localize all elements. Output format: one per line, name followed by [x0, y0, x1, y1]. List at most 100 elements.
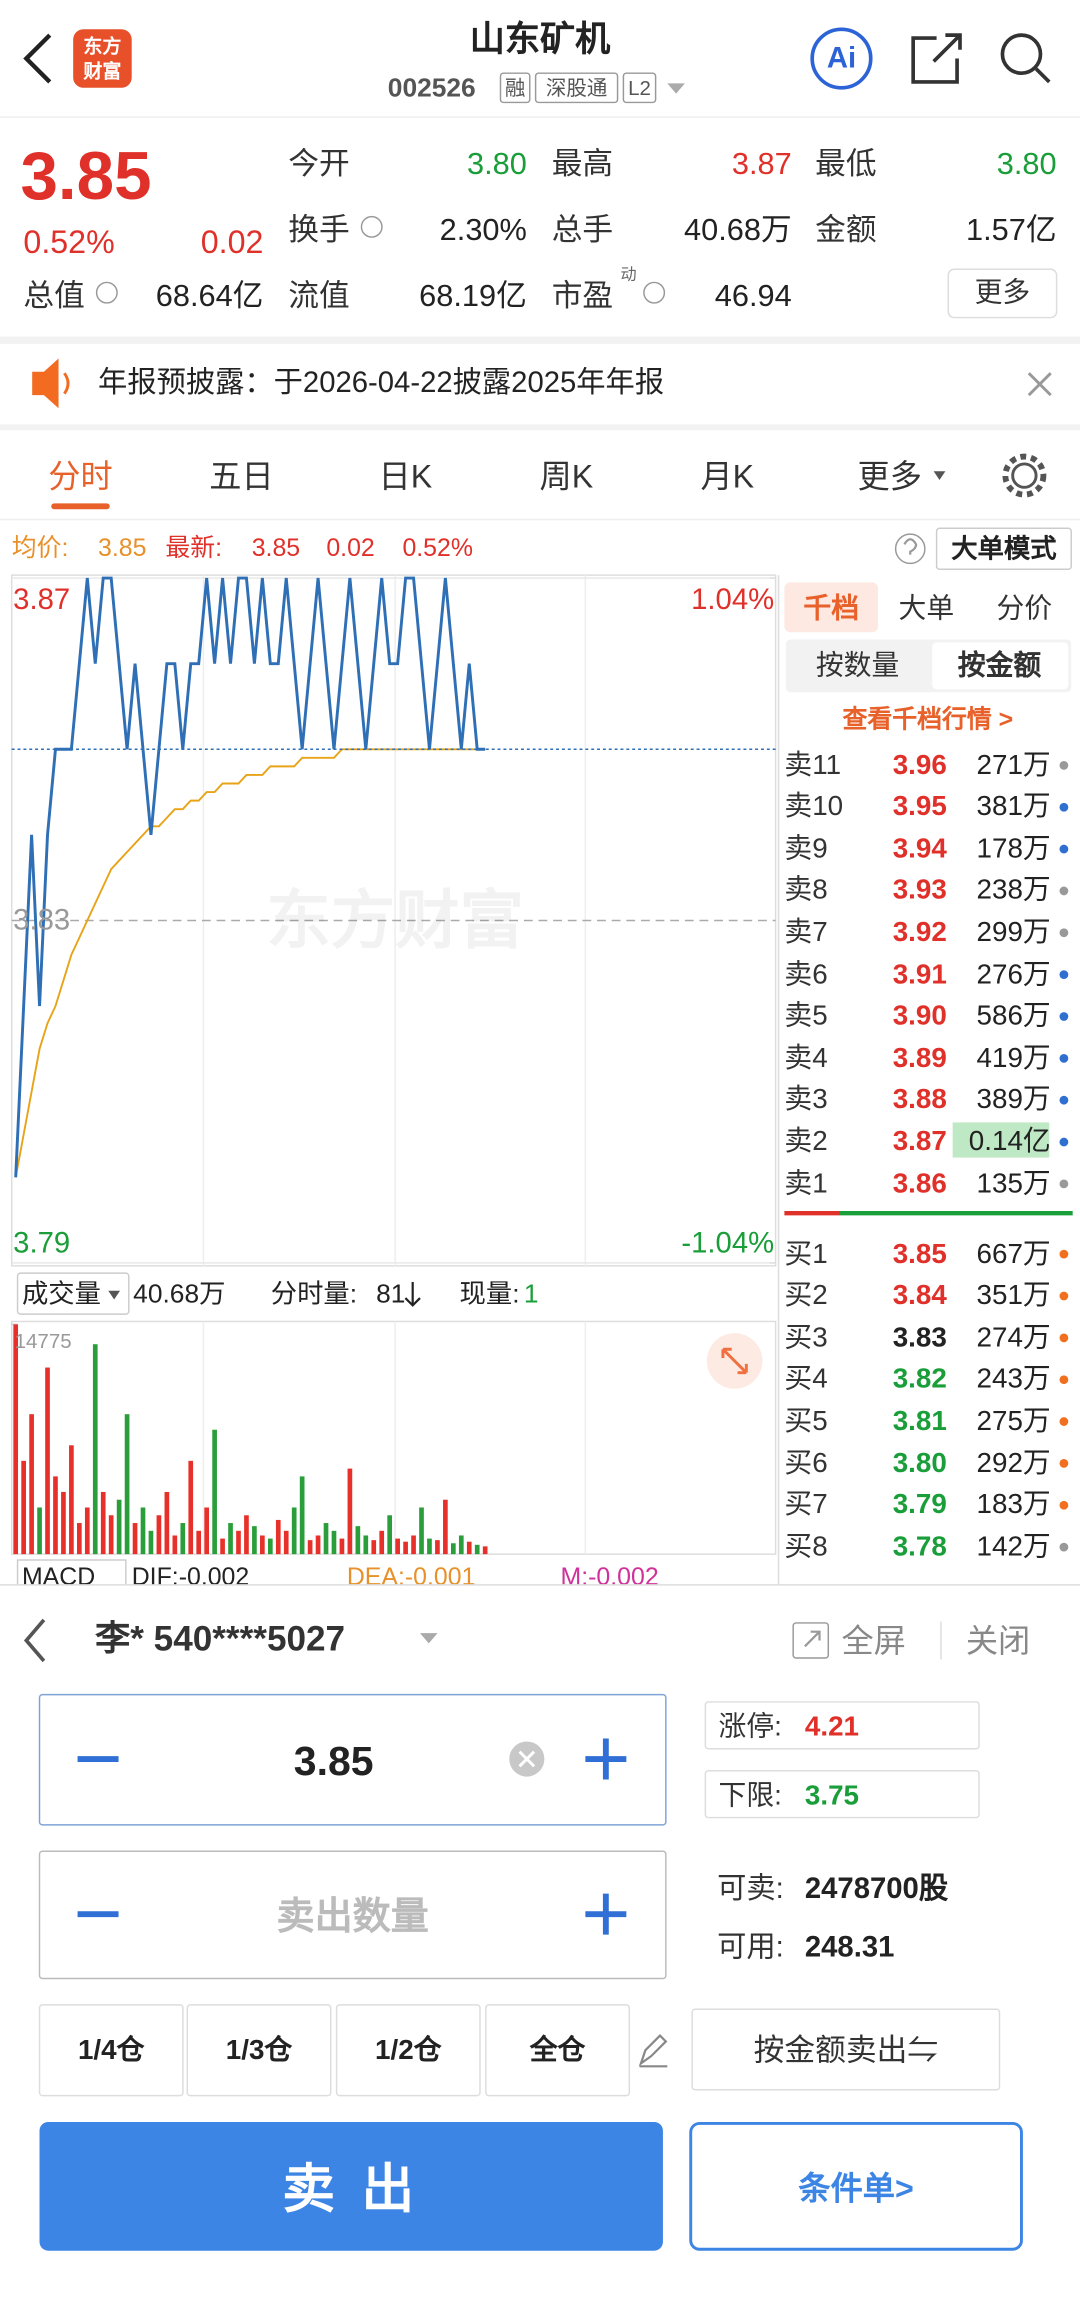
- average-line: [14, 748, 486, 1178]
- position-button[interactable]: 全仓: [529, 2034, 586, 2066]
- book-label: 买1: [784, 1238, 828, 1270]
- field-label: 今开: [288, 147, 350, 181]
- position-button-box[interactable]: [485, 2004, 630, 2097]
- volume-bar: [379, 1530, 385, 1555]
- plus-button[interactable]: [585, 1738, 627, 1780]
- chart-tab[interactable]: 分时: [48, 457, 113, 494]
- y2-tick-label: 1.04%: [691, 583, 775, 617]
- grid-vertical: [202, 1321, 587, 1555]
- info-icon[interactable]: [643, 281, 666, 304]
- help-icon[interactable]: [894, 533, 926, 565]
- share-icon[interactable]: [911, 33, 962, 84]
- volume-selector[interactable]: 成交量: [21, 1278, 101, 1308]
- info-latest: 3.85: [251, 534, 301, 562]
- volume-bar: [13, 1324, 19, 1555]
- book-mode[interactable]: 按金额: [957, 650, 1042, 682]
- last-price: 3.85: [20, 137, 152, 214]
- account: 李* 540****5027: [95, 1619, 346, 1660]
- search-icon-handle: [1034, 67, 1051, 84]
- mode-button-box[interactable]: [935, 527, 1072, 570]
- position-button-box[interactable]: [38, 2004, 184, 2097]
- edit-icon[interactable]: [638, 2034, 668, 2068]
- search-icon[interactable]: [1000, 33, 1043, 75]
- separator: [0, 424, 1080, 431]
- plus-button[interactable]: [585, 1893, 627, 1935]
- volume-bar: [371, 1540, 377, 1555]
- position-button[interactable]: 1/4仓: [77, 2034, 145, 2066]
- info-change-pct: 0.52%: [402, 534, 473, 562]
- more-button-box[interactable]: [947, 268, 1058, 319]
- volume-bar: [427, 1538, 432, 1555]
- change-amount: 0.02: [200, 223, 264, 260]
- volume-bar: [387, 1515, 393, 1555]
- sell-by-amount-button[interactable]: 按金额卖出⇋: [753, 2033, 939, 2068]
- close-button[interactable]: 关闭: [965, 1622, 1031, 1659]
- book-mode[interactable]: 按数量: [815, 650, 900, 682]
- book-amount: 183万: [976, 1489, 1051, 1521]
- chart-tab[interactable]: 周K: [539, 457, 594, 494]
- volume-bar: [212, 1429, 217, 1555]
- limit-up: 4.21: [804, 1711, 859, 1743]
- back-icon[interactable]: [23, 1618, 46, 1663]
- info-icon[interactable]: [95, 281, 118, 304]
- by-amount-box[interactable]: [691, 2008, 1001, 2091]
- position-button-box[interactable]: [335, 2004, 481, 2097]
- ai-button[interactable]: [810, 27, 873, 90]
- chart-tab[interactable]: 更多: [857, 457, 922, 494]
- sellable-label: 可卖:: [717, 1873, 784, 1906]
- volume-bar: [363, 1535, 369, 1555]
- book-tab[interactable]: 分价: [996, 593, 1053, 625]
- volume-bar: [84, 1507, 90, 1555]
- back-icon[interactable]: [23, 33, 52, 84]
- dropdown-icon[interactable]: [667, 83, 685, 94]
- field-value: 46.94: [714, 278, 792, 313]
- volume-bar: [69, 1445, 74, 1555]
- fullscreen-button[interactable]: 全屏: [841, 1622, 906, 1659]
- position-button[interactable]: 1/2仓: [375, 2034, 442, 2066]
- position-button-box[interactable]: [186, 2004, 332, 2097]
- book-link[interactable]: 查看千档行情 >: [842, 705, 1014, 734]
- chart-tab[interactable]: 日K: [378, 457, 433, 494]
- field-value: 3.80: [996, 147, 1057, 181]
- dropdown-icon[interactable]: [419, 1633, 438, 1644]
- chart-marks: [11, 576, 1069, 1555]
- chart-tab[interactable]: 月K: [700, 457, 755, 494]
- quantity-input[interactable]: [38, 1850, 667, 1980]
- book-amount: 667万: [976, 1238, 1051, 1270]
- conditional-button-label[interactable]: 条件单>: [798, 2169, 914, 2207]
- book-label: 买7: [784, 1489, 828, 1521]
- dropdown-icon: [108, 1290, 120, 1300]
- book-amount: 292万: [976, 1448, 1051, 1479]
- book-price: 3.83: [892, 1322, 947, 1354]
- ai-label[interactable]: Ai: [826, 42, 857, 75]
- price-input[interactable]: [38, 1693, 667, 1826]
- info-icon[interactable]: [360, 215, 383, 238]
- quantity-placeholder: 卖出数量: [276, 1893, 429, 1938]
- chart-tab[interactable]: 五日: [209, 457, 274, 494]
- volume-selector-box[interactable]: [16, 1272, 130, 1315]
- minute-volume-label: 分时量:: [270, 1278, 358, 1308]
- book-tab[interactable]: 大单: [898, 593, 955, 625]
- macd-selector-box[interactable]: [16, 1559, 127, 1585]
- volume-bar: [252, 1526, 257, 1555]
- book-label: 买2: [784, 1280, 828, 1312]
- position-button[interactable]: 1/3仓: [225, 2034, 293, 2066]
- book-tab[interactable]: 千档: [803, 593, 860, 625]
- conditional-button[interactable]: [689, 2121, 1023, 2251]
- more-button[interactable]: 更多: [974, 277, 1031, 309]
- volume-bar: [450, 1543, 456, 1555]
- book-amount: 243万: [976, 1364, 1051, 1396]
- book-dot: [1059, 760, 1069, 770]
- info-avg: 3.85: [98, 534, 147, 562]
- settings-icon[interactable]: [1011, 462, 1038, 489]
- field-label: 总值: [23, 278, 85, 313]
- close-notice-icon[interactable]: [1027, 372, 1052, 397]
- field-label: 市盈: [551, 278, 614, 313]
- volume-bar: [395, 1538, 400, 1555]
- book-label: 卖4: [784, 1042, 828, 1074]
- sell-button[interactable]: [39, 2121, 663, 2251]
- sell-button-label[interactable]: 卖 出: [282, 2158, 420, 2219]
- book-dot: [1059, 1542, 1069, 1552]
- mode-button[interactable]: 大单模式: [951, 533, 1057, 563]
